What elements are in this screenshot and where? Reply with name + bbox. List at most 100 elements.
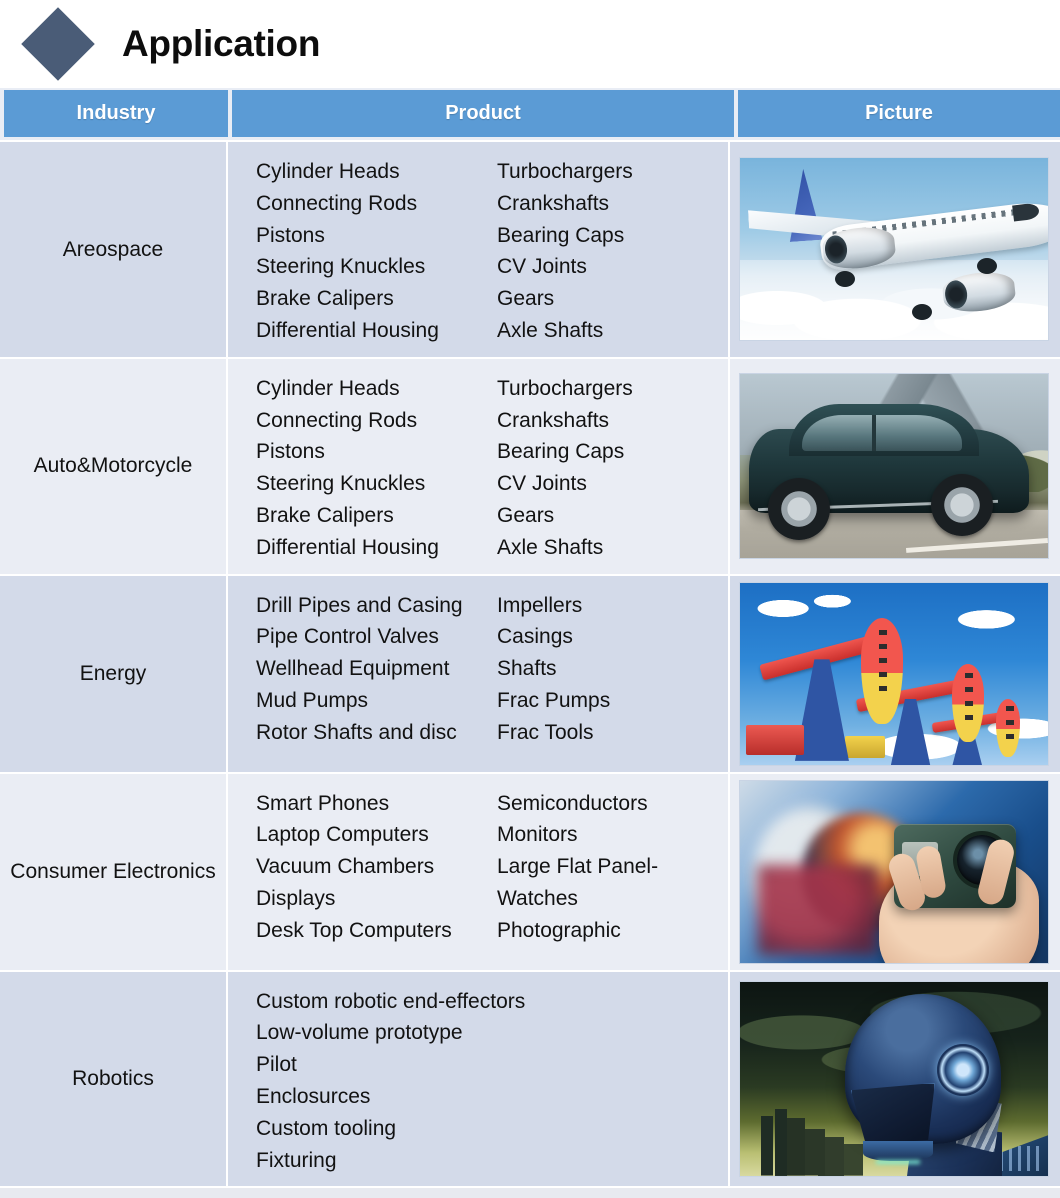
product-list-left: Drill Pipes and Casing Pipe Control Valv… — [228, 590, 493, 762]
list-item: Connecting Rods — [256, 191, 418, 215]
list-item: Laptop Computers — [256, 823, 429, 847]
product-cell: Cylinder Heads Connecting Rods Pistons S… — [228, 142, 730, 357]
list-item: Semiconductors — [497, 791, 648, 815]
action-camera-photo — [739, 779, 1049, 964]
pump-base — [844, 736, 885, 758]
product-list-right: Semiconductors Monitors Large Flat Panel… — [493, 788, 728, 960]
list-item: Brake Calipers — [256, 287, 394, 311]
table-bottom-edge — [0, 1186, 1060, 1198]
rear-wheel — [930, 474, 993, 537]
list-item: Displays — [256, 886, 336, 910]
front-wheel — [767, 477, 830, 540]
page-title: Application — [122, 23, 321, 64]
list-item: Custom tooling — [256, 1116, 397, 1140]
list-item: Impellers — [497, 593, 583, 617]
list-item: Low-volume prototype — [256, 1021, 463, 1045]
horse-head — [951, 664, 984, 743]
list-item: Bearing Caps — [497, 223, 625, 247]
industry-cell: Areospace — [0, 142, 228, 357]
list-item: Axle Shafts — [497, 318, 604, 342]
table-row: Areospace Cylinder Heads Connecting Rods… — [0, 140, 1060, 357]
column-header-picture: Picture — [738, 90, 1060, 137]
list-item: Enclosurces — [256, 1084, 371, 1108]
column-header-industry: Industry — [4, 90, 228, 137]
product-list-right: Turbochargers Crankshafts Bearing Caps C… — [493, 373, 728, 564]
list-item: Steering Knuckles — [256, 255, 426, 279]
table-header-row: Industry Product Picture — [0, 88, 1060, 140]
industry-cell: Energy — [0, 575, 228, 772]
picture-cell — [730, 774, 1058, 970]
product-list-left: Cylinder Heads Connecting Rods Pistons S… — [228, 156, 493, 347]
product-cell: Custom robotic end-effectors Low-volume … — [228, 971, 730, 1187]
list-item: Mud Pumps — [256, 688, 369, 712]
list-item: Steering Knuckles — [256, 472, 426, 496]
blurred-jacket — [758, 865, 879, 956]
picture-cell — [730, 142, 1058, 357]
list-item: Frac Pumps — [497, 688, 611, 712]
picture-cell — [730, 359, 1058, 574]
list-item: Crankshafts — [497, 408, 610, 432]
list-item: Smart Phones — [256, 791, 390, 815]
pumpjack-mid — [844, 655, 1036, 765]
list-item: Pipe Control Valves — [256, 625, 439, 649]
product-cell: Drill Pipes and Casing Pipe Control Valv… — [228, 575, 730, 772]
product-list-right: Turbochargers Crankshafts Bearing Caps C… — [493, 156, 728, 347]
robot-glow — [875, 1160, 920, 1165]
list-item: CV Joints — [497, 472, 587, 496]
list-item: Brake Calipers — [256, 503, 394, 527]
landing-gear — [977, 258, 998, 275]
product-list-right: Impellers Casings Shafts Frac Pumps Frac… — [493, 590, 728, 762]
list-item: Differential Housing — [256, 318, 439, 342]
list-item: Monitors — [497, 823, 578, 847]
car-photo — [739, 373, 1049, 560]
list-item: Large Flat Panel- — [497, 855, 659, 879]
product-cell: Smart Phones Laptop Computers Vacuum Cha… — [228, 773, 730, 970]
industry-cell: Auto&Motorcycle — [0, 358, 228, 574]
industry-cell: Robotics — [0, 971, 228, 1187]
landing-gear — [835, 271, 856, 288]
list-item: Rotor Shafts and disc — [256, 720, 457, 744]
page-title-bar: Application — [0, 0, 1060, 88]
list-item: Differential Housing — [256, 535, 439, 559]
horse-head — [861, 617, 904, 724]
list-item: Fixturing — [256, 1148, 337, 1172]
picture-cell — [730, 972, 1058, 1187]
robot-jaw — [863, 1141, 934, 1162]
industry-cell: Consumer Electronics — [0, 773, 228, 970]
application-table: Industry Product Picture Areospace Cylin… — [0, 88, 1060, 1198]
list-item: Drill Pipes and Casing — [256, 593, 463, 617]
product-list-single: Custom robotic end-effectors Low-volume … — [228, 986, 728, 1177]
diamond-icon — [21, 7, 95, 81]
list-item: Wellhead Equipment — [256, 657, 450, 681]
list-item: Gears — [497, 287, 555, 311]
list-item: Turbochargers — [497, 160, 633, 183]
table-row: Energy Drill Pipes and Casing Pipe Contr… — [0, 573, 1060, 772]
list-item: Pilot — [256, 1053, 297, 1077]
horse-head — [996, 699, 1021, 758]
product-list-left: Smart Phones Laptop Computers Vacuum Cha… — [228, 788, 493, 960]
list-item: Casings — [497, 625, 573, 649]
pumpjack-near — [746, 612, 968, 761]
list-item: Photographic — [497, 918, 621, 942]
list-item: Custom robotic end-effectors — [256, 989, 526, 1013]
application-slide: Application Industry Product Picture Are… — [0, 0, 1060, 1130]
airplane-photo — [739, 157, 1049, 342]
landing-gear — [912, 303, 933, 320]
product-list-left: Cylinder Heads Connecting Rods Pistons S… — [228, 373, 493, 564]
list-item: Turbochargers — [497, 376, 633, 400]
product-cell: Cylinder Heads Connecting Rods Pistons S… — [228, 358, 730, 574]
table-row: Auto&Motorcycle Cylinder Heads Connectin… — [0, 356, 1060, 574]
robot-visor — [850, 1082, 935, 1145]
column-header-product: Product — [232, 90, 734, 137]
table-row: Robotics Custom robotic end-effectors Lo… — [0, 969, 1060, 1187]
list-item: CV Joints — [497, 255, 587, 279]
list-item: Pistons — [256, 440, 325, 464]
list-item: Desk Top Computers — [256, 918, 452, 942]
list-item: Axle Shafts — [497, 535, 604, 559]
oil-pumpjack-photo — [739, 581, 1049, 766]
list-item: Crankshafts — [497, 191, 610, 215]
list-item: Bearing Caps — [497, 440, 625, 464]
list-item: Cylinder Heads — [256, 160, 400, 183]
table-row: Consumer Electronics Smart Phones Laptop… — [0, 771, 1060, 970]
list-item: Cylinder Heads — [256, 376, 400, 400]
